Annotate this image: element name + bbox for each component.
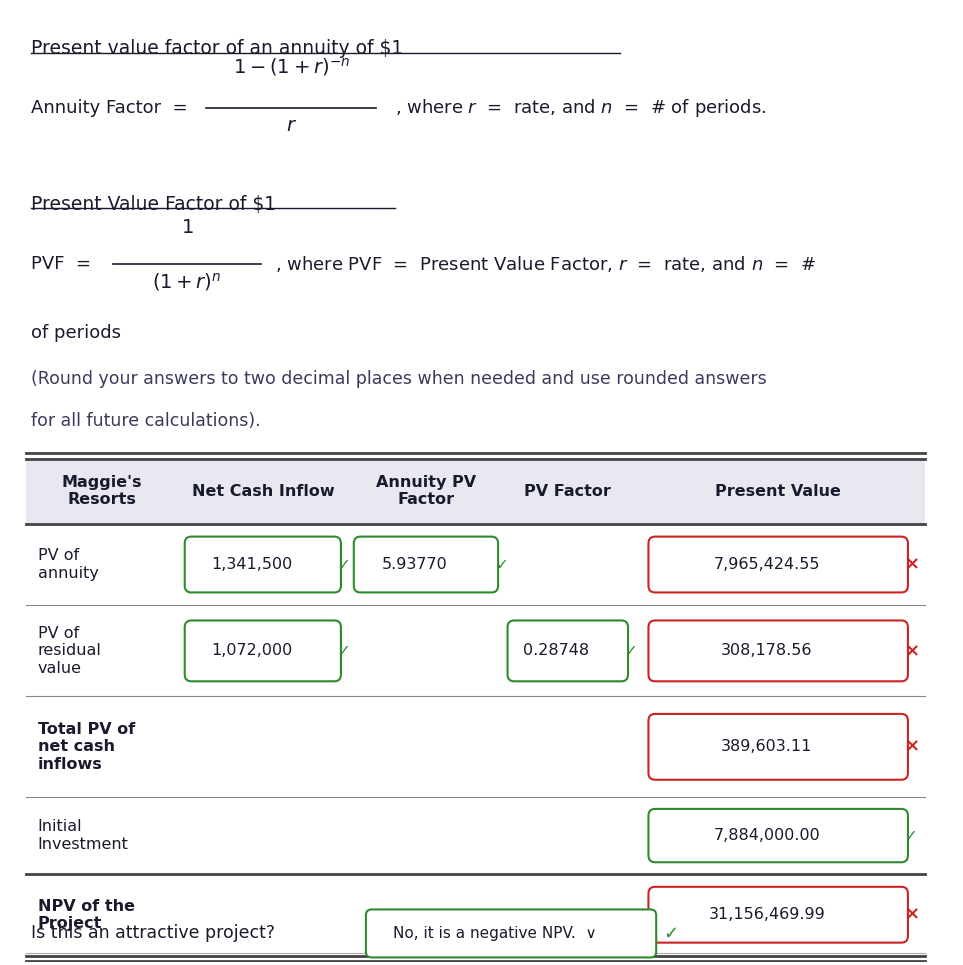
Text: ✓: ✓ — [338, 644, 351, 658]
FancyBboxPatch shape — [648, 714, 908, 780]
FancyBboxPatch shape — [185, 620, 341, 681]
Text: 308,178.56: 308,178.56 — [721, 644, 813, 658]
Text: ×: × — [905, 906, 921, 924]
Text: NPV of the
Project: NPV of the Project — [38, 898, 135, 931]
Text: PV Factor: PV Factor — [525, 483, 612, 499]
Text: 389,603.11: 389,603.11 — [721, 739, 813, 755]
FancyBboxPatch shape — [648, 537, 908, 593]
Text: 31,156,469.99: 31,156,469.99 — [709, 907, 825, 923]
Text: of periods: of periods — [31, 324, 121, 343]
FancyBboxPatch shape — [185, 537, 341, 593]
Text: No, it is a negative NPV.  ∨: No, it is a negative NPV. ∨ — [393, 926, 596, 941]
Text: (Round your answers to two decimal places when needed and use rounded answers: (Round your answers to two decimal place… — [31, 371, 767, 388]
Text: 1,341,500: 1,341,500 — [211, 557, 292, 572]
Text: $r$: $r$ — [286, 116, 297, 135]
Text: Present Value Factor of $1: Present Value Factor of $1 — [31, 195, 276, 213]
Text: Annuity Factor  =: Annuity Factor = — [31, 99, 188, 118]
Text: ✓: ✓ — [663, 924, 678, 943]
Text: ✓: ✓ — [495, 557, 508, 572]
Text: Annuity PV
Factor: Annuity PV Factor — [376, 475, 476, 508]
Text: PVF  =: PVF = — [31, 255, 91, 273]
Text: Net Cash Inflow: Net Cash Inflow — [192, 483, 334, 499]
Text: ✓: ✓ — [625, 644, 638, 658]
Text: 5.93770: 5.93770 — [381, 557, 448, 572]
Text: Maggie's
Resorts: Maggie's Resorts — [62, 475, 143, 508]
Text: Is this an attractive project?: Is this an attractive project? — [31, 924, 280, 943]
FancyBboxPatch shape — [648, 620, 908, 681]
FancyBboxPatch shape — [508, 620, 628, 681]
Text: Total PV of
net cash
inflows: Total PV of net cash inflows — [38, 722, 135, 772]
Text: $1 - (1 + r)^{-n}$: $1 - (1 + r)^{-n}$ — [232, 56, 350, 77]
FancyBboxPatch shape — [648, 809, 908, 863]
Text: ×: × — [905, 738, 921, 756]
Text: ✓: ✓ — [905, 828, 918, 843]
Text: 1,072,000: 1,072,000 — [211, 644, 292, 658]
Text: , where PVF  =  Present Value Factor, $r$  =  rate, and $n$  =  #: , where PVF = Present Value Factor, $r$ … — [275, 254, 817, 274]
Text: 7,884,000.00: 7,884,000.00 — [714, 828, 820, 843]
FancyBboxPatch shape — [366, 909, 656, 957]
Text: PV of
annuity: PV of annuity — [38, 548, 98, 581]
Text: 7,965,424.55: 7,965,424.55 — [714, 557, 820, 572]
FancyBboxPatch shape — [648, 887, 908, 943]
Text: PV of
residual
value: PV of residual value — [38, 626, 102, 675]
Text: ×: × — [905, 556, 921, 573]
Text: $(1 + r)^{n}$: $(1 + r)^{n}$ — [152, 271, 221, 293]
Text: Initial
Investment: Initial Investment — [38, 819, 129, 852]
Text: , where $r$  =  rate, and $n$  =  # of periods.: , where $r$ = rate, and $n$ = # of perio… — [395, 97, 767, 120]
Text: ✓: ✓ — [338, 557, 351, 572]
Text: 0.28748: 0.28748 — [523, 644, 589, 658]
Text: ×: × — [905, 642, 921, 660]
Text: $1$: $1$ — [181, 218, 194, 236]
Text: Present Value: Present Value — [716, 483, 841, 499]
FancyBboxPatch shape — [353, 537, 498, 593]
Text: for all future calculations).: for all future calculations). — [31, 411, 261, 429]
Bar — [26, 458, 924, 524]
Text: Present value factor of an annuity of $1: Present value factor of an annuity of $1 — [31, 40, 403, 58]
